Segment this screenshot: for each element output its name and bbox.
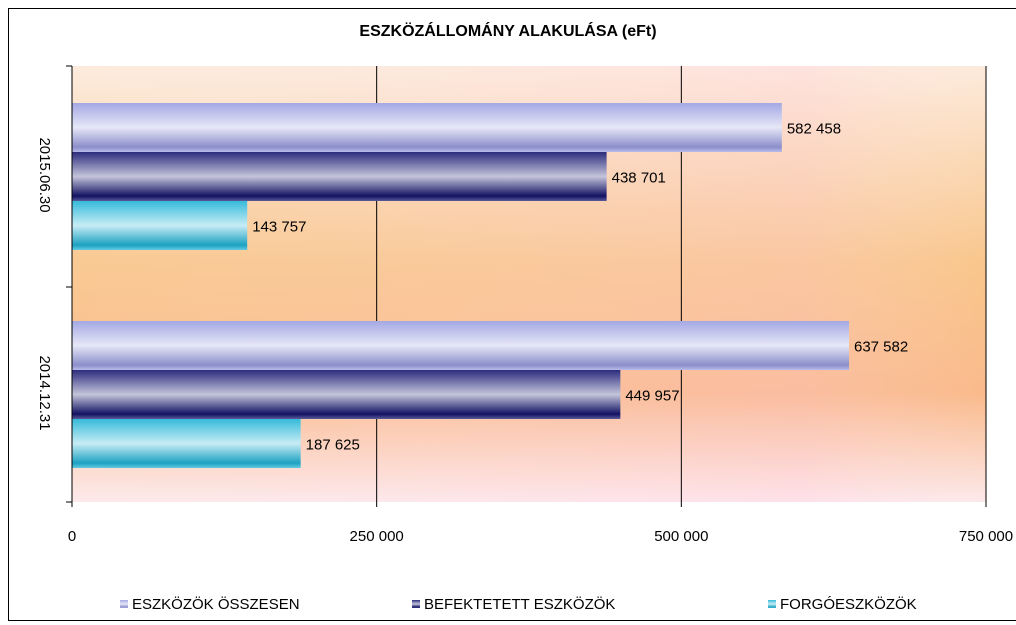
x-tick-label: 750 000 (959, 528, 1013, 545)
bar (72, 152, 607, 201)
value-label: 637 582 (854, 338, 908, 355)
x-tick-label: 500 000 (654, 528, 708, 545)
legend-swatch (412, 600, 420, 608)
y-axis (66, 65, 73, 503)
legend-label: BEFEKTETETT ESZKÖZÖK (424, 595, 615, 613)
bar (72, 321, 849, 370)
bar (72, 370, 621, 419)
value-label: 187 625 (306, 436, 360, 453)
legend-label: FORGÓESZKÖZÖK (780, 595, 917, 613)
bar (72, 201, 248, 250)
value-label: 449 957 (625, 387, 679, 404)
legend-swatch (120, 600, 128, 608)
x-tick-label: 0 (68, 528, 76, 545)
bar (72, 419, 301, 468)
bar (72, 103, 782, 152)
value-label: 438 701 (612, 169, 666, 186)
value-label: 143 757 (252, 218, 306, 235)
bars: 582 458 438 701 143 757 637 582 449 957 187 6… (72, 103, 908, 468)
legend-label: ESZKÖZÖK ÖSSZESEN (132, 595, 300, 613)
y-tick-label: 2014.12.31 (36, 355, 53, 430)
x-tick-label: 250 000 (350, 528, 404, 545)
value-label: 582 458 (787, 120, 841, 137)
chart-title: ESZKÖZÁLLOMÁNY ALAKULÁSA (eFt) (359, 21, 656, 40)
legend: ESZKÖZÖK ÖSSZESEN BEFEKTETETT ESZKÖZÖK FOR… (120, 595, 917, 613)
y-tick-label: 2015.06.30 (36, 137, 53, 212)
legend-swatch (768, 600, 776, 608)
